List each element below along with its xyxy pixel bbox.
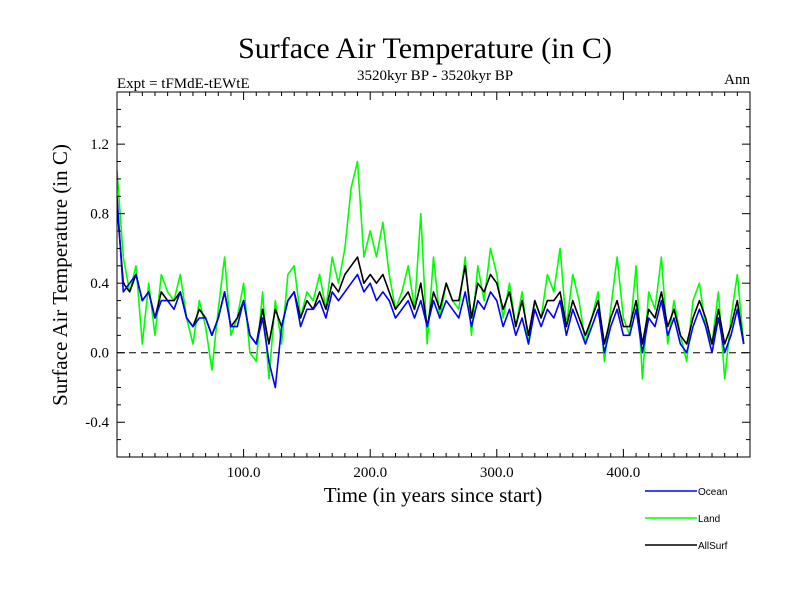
y-tick-label: 1.2 [90,137,109,153]
x-tick-label: 400.0 [607,465,641,481]
x-tick-label: 100.0 [227,465,261,481]
x-axis-label: Time (in years since start) [324,483,543,507]
chart-subtitle-left: Expt = tFMdE-tEWtE [117,76,250,92]
y-tick-label: -0.4 [85,415,109,431]
legend-label-ocean: Ocean [698,487,727,498]
legend-label-allsurf: AllSurf [698,541,728,552]
x-tick-label: 200.0 [353,465,387,481]
axes: 100.0 200.0 300.0 400.0 -0.4 0.0 0.4 0.8 1.2 [85,92,750,481]
series-line-land [117,160,745,380]
plot-area [117,160,750,389]
series-line-ocean [117,196,745,389]
chart-title: Surface Air Temperature (in C) [238,32,612,65]
y-tick-label: 0.4 [90,276,109,292]
y-tick-label: 0.8 [90,207,109,223]
legend: Ocean Land AllSurf [645,487,728,552]
legend-label-land: Land [698,514,720,525]
y-axis-label: Surface Air Temperature (in C) [48,144,72,406]
chart-subtitle-center: 3520kyr BP - 3520kyr BP [357,68,513,84]
plot-frame [116,91,751,458]
series-line-allsurf [117,204,745,345]
x-tick-label: 300.0 [480,465,514,481]
y-tick-label: 0.0 [90,346,109,362]
chart-subtitle-right: Ann [724,72,750,88]
